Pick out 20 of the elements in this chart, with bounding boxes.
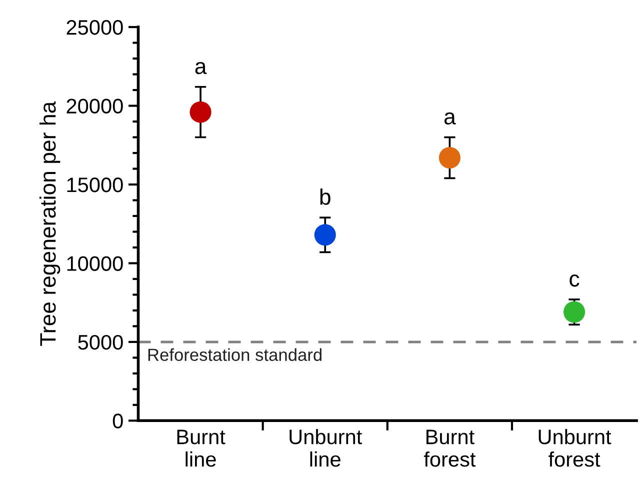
point [564,301,586,323]
y-axis-title: Tree regeneration per ha [39,101,60,346]
y-tick-label: 20000 [66,98,123,114]
x-tick-label: Burnt line [177,430,226,467]
annotation: a [444,112,456,125]
x-tick-label: Unburnt line [290,428,362,467]
annotation: c [570,274,580,287]
y-tick-label: 10000 [67,256,123,271]
x-tick-label: Burnt forest [424,430,476,467]
y-tick-label: 25000 [66,20,123,35]
y-tick-label: 0 [112,414,123,428]
annotation: b [320,188,330,205]
ref-line-label: Reforestation standard [148,348,322,361]
annotation: a [195,62,207,74]
y-tick-label: 15000 [67,178,123,192]
y-tick-label: 5000 [78,334,123,350]
point [438,146,460,168]
point [190,101,212,123]
x-tick-label: Unburnt forest [538,428,612,467]
point [314,224,336,246]
